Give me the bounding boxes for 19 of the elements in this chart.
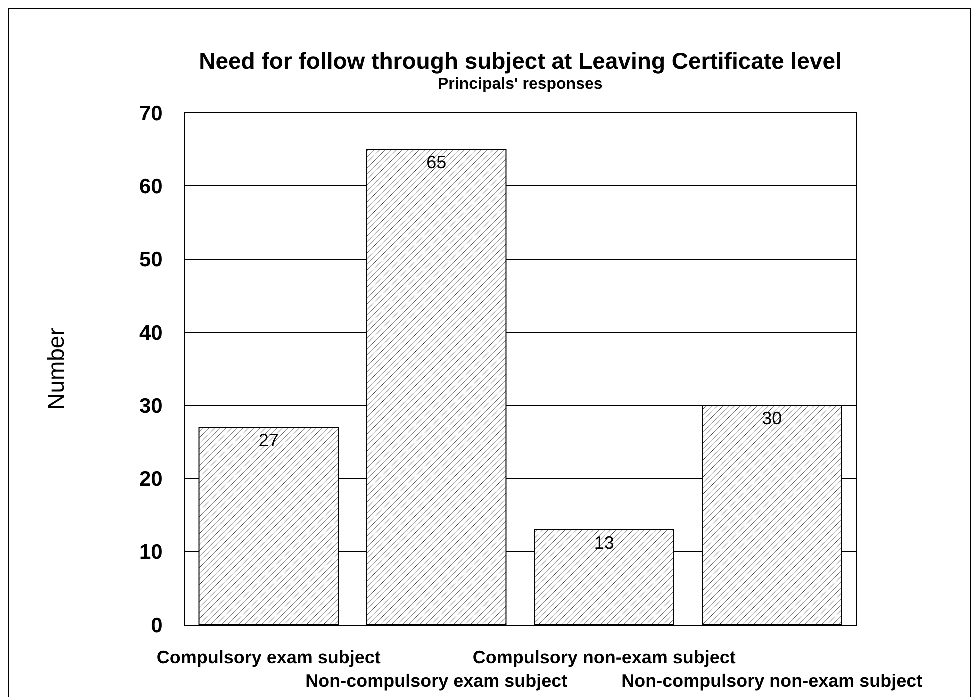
- chart-subtitle: Principals' responses: [438, 76, 603, 93]
- y-tick-label: 50: [139, 248, 163, 272]
- x-tick-label: Compulsory non-exam subject: [472, 648, 736, 668]
- y-axis-title: Number: [42, 328, 69, 410]
- y-tick-label: 40: [139, 322, 163, 345]
- data-label: 30: [762, 408, 782, 429]
- y-tick-label: 30: [139, 394, 163, 418]
- chart-title: Need for follow through subject at Leaving Certificate level: [199, 48, 842, 74]
- x-tick-label: Non-compulsory non-exam subject: [622, 671, 923, 691]
- x-tick-label: Compulsory exam subject: [156, 648, 381, 668]
- y-tick-label: 20: [139, 468, 163, 492]
- y-tick-label: 10: [139, 541, 163, 564]
- data-label: 27: [258, 430, 279, 451]
- data-label: 65: [426, 152, 447, 173]
- y-tick-label: 70: [139, 102, 163, 126]
- y-tick-label: 0: [151, 614, 163, 638]
- x-tick-label: Non-compulsory exam subject: [306, 671, 568, 691]
- data-label: 13: [594, 532, 614, 553]
- y-tick-label: 60: [139, 175, 163, 198]
